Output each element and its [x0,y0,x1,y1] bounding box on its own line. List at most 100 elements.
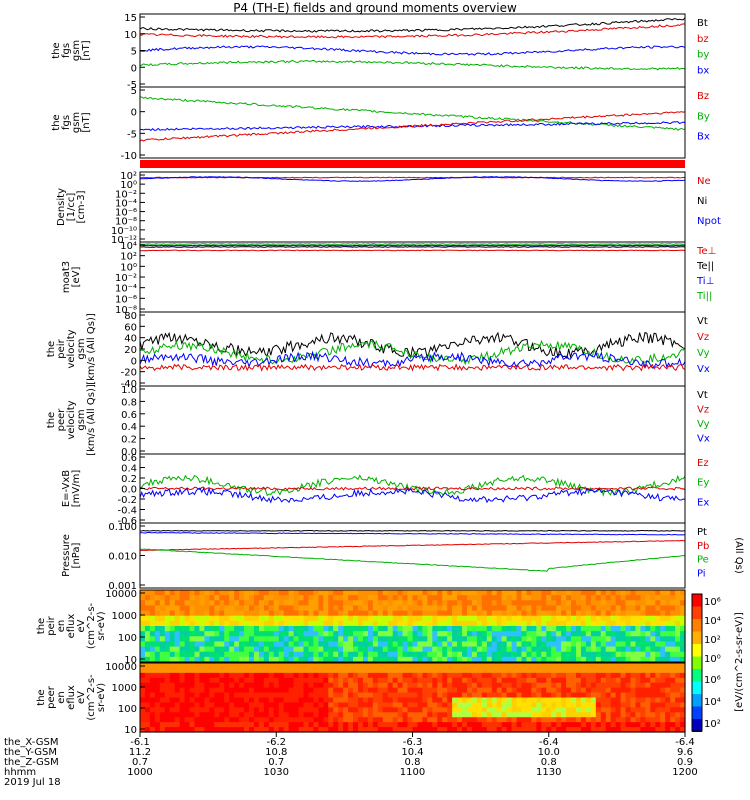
spectrogram-cell [333,636,339,643]
spectrogram-cell [288,626,295,632]
spectrogram-cell [506,707,513,713]
spectrogram-cell [144,727,151,733]
spectrogram-cell [244,626,250,632]
spectrogram-cell [655,590,661,596]
spectrogram-cell [313,636,319,643]
spectrogram-cell [665,610,671,617]
spectrogram-cell [452,600,458,607]
spectrogram-cell [199,717,206,723]
spectrogram-cell [392,641,399,648]
spectrogram-cell [580,641,587,648]
spectrogram-cell [338,631,344,637]
spectrogram-cell [571,672,577,679]
spectrogram-cell [402,697,409,704]
spectrogram-cell [496,605,503,612]
spectrogram-cell [204,697,210,704]
spectrogram-cell [675,672,681,679]
spectrogram-cell [303,651,310,658]
spectrogram-cell [655,626,661,632]
spectrogram-cell [169,663,176,669]
spectrogram-cell [442,697,448,704]
ytick-label: 0.2 [121,474,137,485]
spectrogram-cell [526,672,533,679]
spectrogram-cell [209,646,215,653]
spectrogram-cell [670,692,676,699]
spectrogram-cell [249,682,255,689]
spectrogram-cell [308,610,315,617]
spectrogram-cell [140,620,146,627]
spectrogram-cell [526,687,533,694]
spectrogram-cell [457,682,463,689]
spectrogram-cell [298,620,305,627]
spectrogram-cell [665,646,671,653]
spectrogram-cell [229,712,235,718]
spectrogram-cell [263,702,270,708]
spectrogram-cell [605,641,612,648]
spectrogram-cell [605,702,612,708]
spectrogram-cell [343,631,349,637]
spectrogram-cell [333,727,339,733]
spectrogram-cell [318,626,324,632]
spectrogram-cell [234,722,240,728]
spectrogram-cell [283,702,290,708]
spectrogram-cell [273,626,280,632]
spectrogram-cell [437,626,443,632]
spectrogram-cell [348,605,354,612]
spectrogram-cell [511,672,518,679]
spectrogram-cell [561,667,567,674]
spectrogram-cell [655,641,661,648]
ey-trace [139,474,686,497]
spectrogram-cell [367,682,374,689]
spectrogram-cell [244,620,250,627]
spectrogram-cell [541,590,547,596]
ytick-label: 10⁻⁶ [115,294,137,305]
spectrogram-cell [620,692,627,699]
spectrogram-cell [635,702,642,708]
spectrogram-cell [417,631,424,637]
spectrogram-cell [467,712,473,718]
spectrogram-cell [273,697,280,704]
spectrogram-cell [452,707,458,713]
spectrogram-cell [159,631,166,637]
spectrogram-cell [566,697,572,704]
spectrogram-cell [313,651,319,658]
spectrogram-cell [244,590,250,596]
spectrogram-cell [442,615,448,622]
spectrogram-cell [169,717,176,723]
spectrogram-cell [318,656,324,663]
spectrogram-cell [590,697,597,704]
spectrogram-cell [358,677,364,684]
spectrogram-cell [397,646,404,653]
spectrogram-cell [348,626,354,632]
spectrogram-cell [452,610,458,617]
spectrogram-cell [229,717,235,723]
spectrogram-cell [348,641,354,648]
spectrogram-cell [159,620,166,627]
spectrogram-cell [214,702,220,708]
spectrogram-cell [650,600,656,607]
spectrogram-cell [580,663,587,669]
spectrogram-cell [412,595,419,601]
spectrogram-cell [224,641,230,648]
spectrogram-cell [417,682,424,689]
spectrogram-cell [308,656,315,663]
spectrogram-cell [610,672,617,679]
legend-entry: Bz [697,91,709,102]
spectrogram-cell [412,667,419,674]
spectrogram-cell [590,663,597,669]
spectrogram-cell [476,677,483,684]
spectrogram-cell [214,727,220,733]
spectrogram-cell [283,631,290,637]
spectrogram-cell [358,663,364,669]
spectrogram-cell [288,663,295,669]
spectrogram-cell [571,707,577,713]
spectrogram-cell [328,672,334,679]
spectrogram-cell [293,663,300,669]
spectrogram-cell [278,615,285,622]
spectrogram-cell [333,682,339,689]
spectrogram-cell [328,641,334,648]
spectrogram-cell [268,692,275,699]
spectrogram-cell [457,595,463,601]
spectrogram-cell [362,656,369,663]
spectrogram-cell [353,727,359,733]
